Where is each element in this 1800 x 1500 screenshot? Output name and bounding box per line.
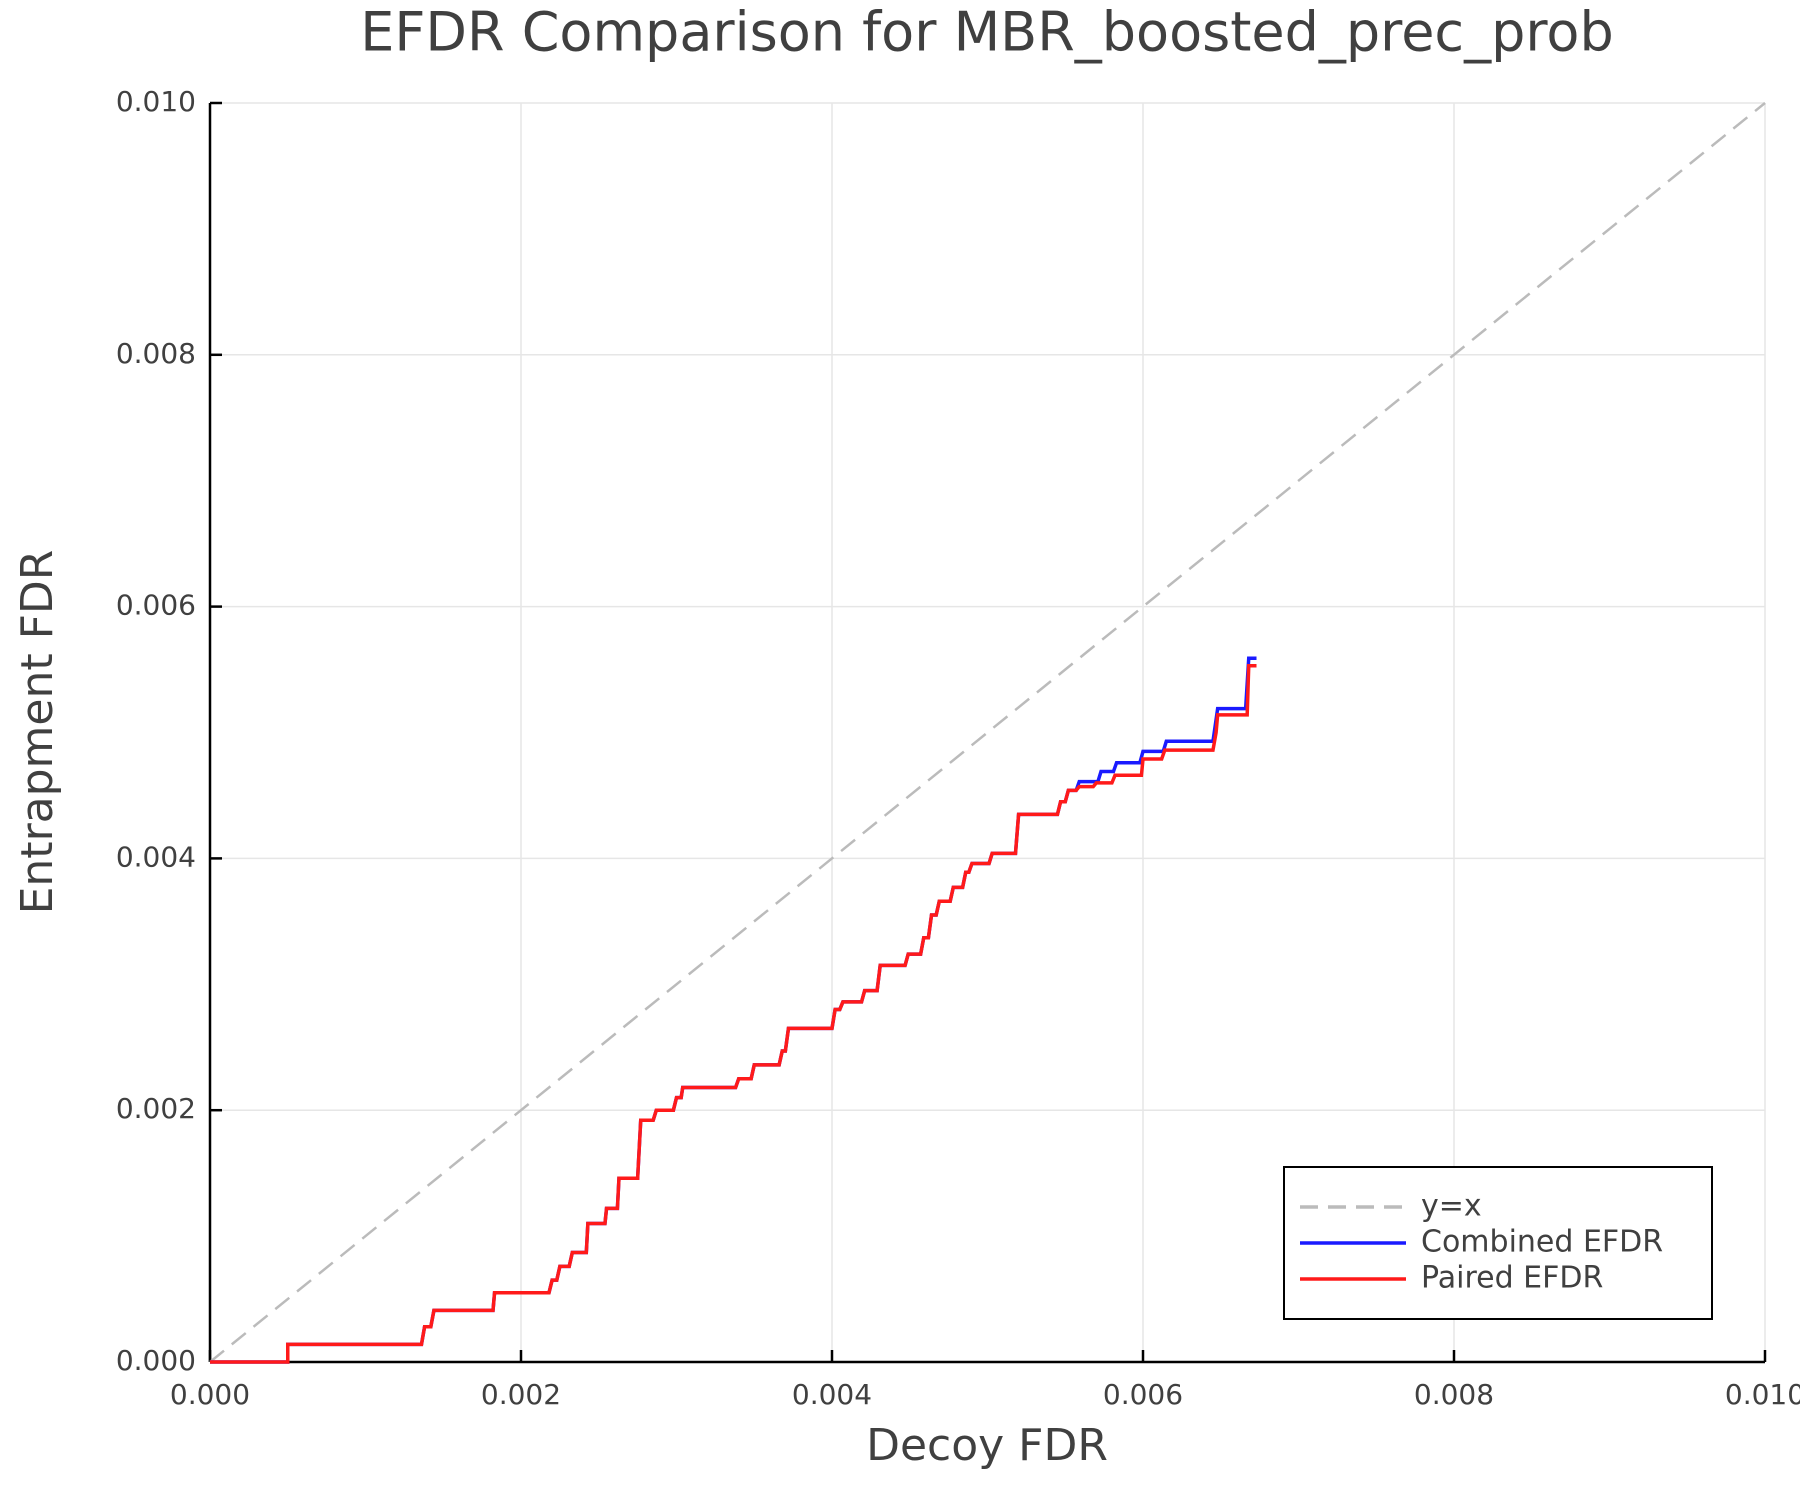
- x-tick-label: 0.000: [170, 1378, 250, 1411]
- x-tick-label: 0.008: [1414, 1378, 1494, 1411]
- y-tick-label: 0.000: [116, 1344, 196, 1377]
- chart-title: EFDR Comparison for MBR_boosted_prec_pro…: [360, 1, 1613, 64]
- y-tick-label: 0.010: [116, 85, 196, 118]
- series-line: [210, 664, 1257, 1364]
- y-tick-label: 0.004: [116, 840, 196, 873]
- y-tick-label: 0.006: [116, 589, 196, 622]
- x-tick-label: 0.004: [792, 1378, 872, 1411]
- series-line: [210, 656, 1257, 1364]
- legend-label: Combined EFDR: [1421, 1225, 1663, 1260]
- x-tick-label: 0.002: [481, 1378, 561, 1411]
- y-axis-label: Entrapment FDR: [12, 550, 63, 915]
- x-tick-label: 0.006: [1103, 1378, 1183, 1411]
- legend-label: y=x: [1421, 1189, 1482, 1224]
- legend-label: Paired EFDR: [1421, 1261, 1603, 1296]
- y-tick-label: 0.008: [116, 337, 196, 370]
- x-tick-label: 0.010: [1725, 1378, 1800, 1411]
- y-tick-label: 0.002: [116, 1092, 196, 1125]
- series-line: [209, 102, 1766, 1363]
- x-axis-label: Decoy FDR: [866, 1420, 1108, 1471]
